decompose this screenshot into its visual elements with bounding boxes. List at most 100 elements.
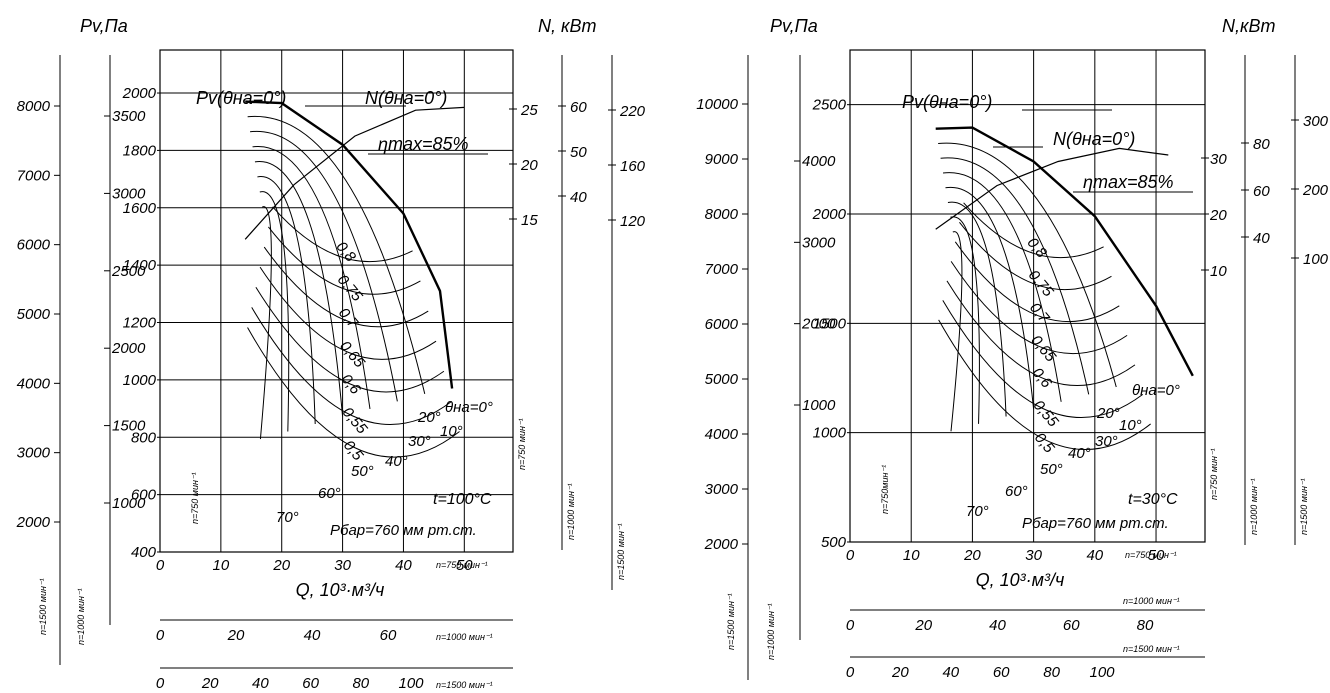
q-1500-tick-label: 20 bbox=[891, 664, 909, 681]
rpm-label-n750: n=750 мин⁻¹ bbox=[1209, 448, 1219, 500]
q-750-tick-label: 50 bbox=[456, 557, 473, 574]
angle-label: 40° bbox=[385, 453, 408, 470]
pv-1500-tick-label: 7000 bbox=[17, 167, 51, 184]
rpm-label-q-1000: n=1000 мин⁻¹ bbox=[436, 632, 493, 642]
pv-1000-tick-label: 4000 bbox=[802, 153, 836, 170]
temperature-label: t=100°C bbox=[433, 491, 492, 508]
blade-angle-curve bbox=[950, 231, 963, 432]
power-curve bbox=[935, 147, 1169, 230]
pv-tick-label: 1400 bbox=[123, 257, 157, 274]
power-tick-label: 120 bbox=[620, 213, 646, 230]
angle-label: 20° bbox=[1096, 405, 1120, 422]
plot-frame bbox=[159, 49, 514, 553]
eta-label: ηmax=85% bbox=[378, 134, 469, 154]
rpm-label-pv-750: n=750 мин⁻¹ bbox=[190, 472, 200, 524]
efficiency-curve bbox=[942, 300, 1144, 418]
rpm-label-n1000: n=1000 мин⁻¹ bbox=[566, 483, 576, 540]
q-750-tick-label: 0 bbox=[846, 547, 855, 564]
blade-angle-curve bbox=[947, 201, 1007, 417]
pv-tick-label: 800 bbox=[131, 429, 157, 446]
q-1500-tick-label: 60 bbox=[993, 664, 1010, 681]
angle-label: θна=0° bbox=[1132, 382, 1180, 399]
angle-label: 70° bbox=[966, 503, 989, 520]
pv-1500-tick-label: 8000 bbox=[17, 98, 51, 115]
q-750-tick-label: 30 bbox=[1025, 547, 1042, 564]
pressure-label: Рбар=760 мм рт.ст. bbox=[1022, 515, 1169, 532]
efficiency-label: 0,65 bbox=[1027, 332, 1059, 366]
power-tick-label: 10 bbox=[1210, 263, 1227, 280]
pv-tick-label: 1500 bbox=[813, 315, 847, 332]
efficiency-label: 0,7 bbox=[335, 305, 362, 332]
q-1500-tick-label: 60 bbox=[302, 675, 319, 692]
temperature-label: t=30°C bbox=[1128, 491, 1178, 508]
n-curve-label: N(θна=0°) bbox=[1053, 129, 1135, 149]
blade-angle-curve bbox=[252, 146, 371, 410]
pv-1500-tick-label: 9000 bbox=[705, 151, 739, 168]
q-1500-tick-label: 80 bbox=[1043, 664, 1060, 681]
rpm-label-n1000: n=1000 мин⁻¹ bbox=[1249, 478, 1259, 535]
efficiency-label: 0,7 bbox=[1026, 299, 1053, 326]
efficiency-label: 0,6 bbox=[1029, 365, 1056, 392]
angle-label: 10° bbox=[440, 423, 463, 440]
rpm-label-q-750: n=750 мин⁻¹ bbox=[436, 560, 488, 570]
q-750-tick-label: 0 bbox=[156, 557, 165, 574]
rpm-label-pv-750: n=750мин⁻¹ bbox=[880, 465, 890, 514]
efficiency-curve bbox=[946, 280, 1136, 387]
q-1500-tick-label: 40 bbox=[942, 664, 959, 681]
q-1000-tick-label: 60 bbox=[380, 627, 397, 644]
pv-main-curve bbox=[935, 126, 1194, 377]
angle-label: 30° bbox=[408, 433, 431, 450]
power-tick-label: 20 bbox=[1209, 207, 1227, 224]
blade-angle-curve bbox=[938, 142, 1117, 388]
angle-label: 70° bbox=[276, 509, 299, 526]
rpm-label-pv-1500: n=1500 мин⁻¹ bbox=[726, 593, 736, 650]
power-tick-label: 30 bbox=[1210, 151, 1227, 168]
pv-1000-tick-label: 1500 bbox=[112, 418, 146, 435]
efficiency-curve bbox=[954, 241, 1120, 322]
q-1500-tick-label: 0 bbox=[156, 675, 165, 692]
blade-angle-curve bbox=[250, 131, 398, 402]
rpm-label-pv-1000: n=1000 мин⁻¹ bbox=[76, 588, 86, 645]
power-tick-label: 25 bbox=[520, 102, 538, 119]
rpm-label-pv-1500: n=1500 мин⁻¹ bbox=[38, 578, 48, 635]
pv-curve-label: Pv(θна=0°) bbox=[196, 88, 286, 108]
efficiency-label: 0,8 bbox=[1024, 234, 1051, 261]
angle-label: θна=0° bbox=[445, 399, 493, 416]
pv-1000-tick-label: 2000 bbox=[801, 316, 836, 333]
angle-label: 50° bbox=[1040, 461, 1063, 478]
efficiency-label: 0,55 bbox=[339, 404, 371, 438]
power-tick-label: 80 bbox=[1253, 136, 1270, 153]
pv-tick-label: 1200 bbox=[123, 315, 157, 332]
efficiency-curve bbox=[963, 202, 1104, 259]
power-tick-label: 200 bbox=[1302, 182, 1329, 199]
pv-1000-tick-label: 1000 bbox=[802, 397, 836, 414]
q-axis-title: Q, 10³·м³/ч bbox=[296, 580, 385, 600]
pv-1500-tick-label: 7000 bbox=[705, 261, 739, 278]
q-750-tick-label: 50 bbox=[1148, 547, 1165, 564]
angle-label: 50° bbox=[351, 463, 374, 480]
pv-1000-tick-label: 3500 bbox=[112, 108, 146, 125]
pv-tick-label: 1000 bbox=[813, 425, 847, 442]
efficiency-curve bbox=[268, 226, 421, 295]
pv-tick-label: 600 bbox=[131, 487, 157, 504]
pv-1500-tick-label: 4000 bbox=[705, 426, 739, 443]
blade-angle-curve bbox=[950, 216, 980, 424]
pv-1500-tick-label: 2000 bbox=[704, 536, 739, 553]
pv-tick-label: 2000 bbox=[812, 206, 847, 223]
pv-main-curve bbox=[245, 100, 454, 389]
pv-1000-tick-label: 3000 bbox=[112, 185, 146, 202]
pv-tick-label: 1000 bbox=[123, 372, 157, 389]
blade-angle-curve bbox=[942, 172, 1062, 402]
blade-angle-curve bbox=[259, 191, 290, 432]
q-1500-tick-label: 20 bbox=[201, 675, 219, 692]
pressure-label: Рбар=760 мм рт.ст. bbox=[330, 522, 477, 539]
q-1500-tick-label: 80 bbox=[352, 675, 369, 692]
pv-1500-tick-label: 3000 bbox=[705, 481, 739, 498]
q-750-tick-label: 40 bbox=[395, 557, 412, 574]
rpm-label-pv-1000: n=1000 мин⁻¹ bbox=[766, 603, 776, 660]
angle-label: 20° bbox=[417, 409, 441, 426]
power-tick-label: 15 bbox=[521, 212, 538, 229]
efficiency-label: 0,75 bbox=[1025, 267, 1057, 301]
q-1000-tick-label: 60 bbox=[1063, 617, 1080, 634]
